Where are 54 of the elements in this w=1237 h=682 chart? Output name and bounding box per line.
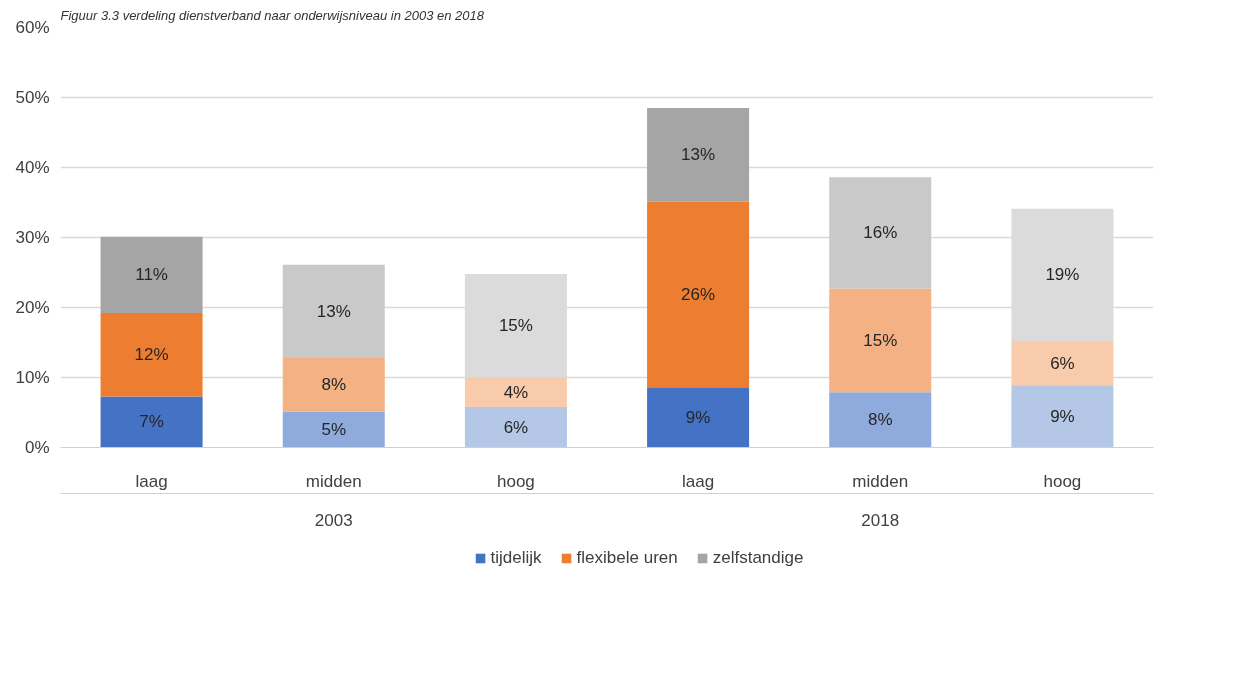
y-tick-label: 50%: [15, 88, 50, 107]
data-label: 12%: [134, 345, 169, 365]
bar: [1011, 341, 1114, 386]
text: 2003: [314, 510, 353, 530]
bar: [647, 108, 750, 202]
data-label: 13%: [316, 301, 351, 321]
bar: [829, 177, 932, 289]
bar: [282, 264, 385, 358]
data-label: 5%: [321, 420, 347, 440]
data-label: 8%: [867, 410, 893, 430]
bar: [100, 236, 203, 314]
bar: [647, 387, 750, 448]
y-tick-label: 40%: [15, 158, 50, 177]
bar: [829, 392, 932, 448]
data-label: 9%: [685, 407, 711, 427]
x-tick-label: midden: [852, 471, 909, 491]
data-label: 7%: [139, 412, 164, 432]
data-label: 11%: [135, 265, 168, 285]
bar: [647, 201, 750, 388]
y-tick-label: 30%: [15, 228, 50, 247]
text: 2018: [861, 510, 900, 530]
data-label: 15%: [863, 330, 898, 350]
bar: [1011, 208, 1114, 342]
y-tick-label: 20%: [15, 298, 50, 317]
x-tick-label: hoog: [1043, 471, 1082, 491]
bar: [464, 377, 567, 407]
data-label: 4%: [503, 382, 529, 402]
bar: [829, 288, 932, 393]
legend-label: tijdelijk: [490, 548, 542, 568]
bar: [464, 406, 567, 448]
data-label: 16%: [863, 223, 898, 243]
x-tick-label: midden: [305, 471, 362, 491]
x-tick-label: laag: [135, 471, 168, 491]
x-tick-label: laag: [682, 471, 715, 491]
data-label: 6%: [1050, 353, 1075, 373]
data-label: 9%: [1050, 406, 1075, 426]
legend-label: flexibele uren: [576, 548, 678, 568]
data-label: 6%: [503, 417, 529, 437]
data-label: 15%: [498, 316, 533, 336]
data-label: 13%: [681, 145, 716, 165]
data-label: 8%: [321, 375, 347, 395]
bar: [282, 357, 385, 412]
bar: [1011, 385, 1114, 448]
data-label: 19%: [1045, 265, 1080, 285]
y-tick-label: 0%: [24, 438, 50, 457]
data-label: 26%: [681, 285, 716, 305]
bar: [100, 313, 203, 397]
bar: [100, 396, 203, 448]
bar: [282, 411, 385, 448]
x-tick-label: hoog: [497, 471, 535, 491]
y-tick-label: 10%: [15, 368, 50, 387]
legend-label: zelfstandige: [712, 548, 804, 568]
chart-title: Figuur 3.3 verdeling dienstverband naar onderwijsniveau in 2003 en 2018: [60, 7, 485, 23]
y-tick-label: 60%: [15, 18, 50, 37]
